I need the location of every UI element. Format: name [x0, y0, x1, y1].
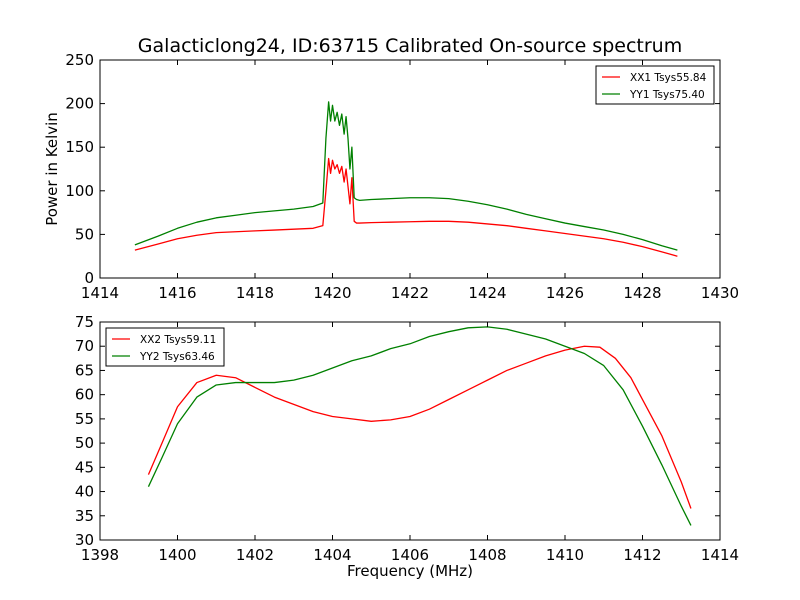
bottom-legend-box — [105, 327, 225, 367]
bottom-x-tick-label: 1402 — [236, 546, 274, 564]
bottom-x-tick-label: 1398 — [81, 546, 119, 564]
bottom-x-tick-label: 1410 — [546, 546, 584, 564]
top-x-tick-label: 1422 — [391, 284, 429, 302]
bottom-y-tick-label: 70 — [75, 337, 94, 355]
top-plot-axes: 1414 1416 1418 1420 1422 1424 1426 1428 1430 0 50 1… — [65, 51, 739, 302]
top-x-tick-label: 1428 — [623, 284, 661, 302]
top-legend: XX1 Tsys55.84 YY1 Tsys75.40 — [595, 65, 715, 105]
top-x-tick-label: 1418 — [236, 284, 274, 302]
top-legend-label-2: YY1 Tsys75.40 — [629, 89, 705, 101]
bottom-y-tick-label: 35 — [75, 507, 94, 525]
bottom-y-tick-label: 50 — [75, 434, 94, 452]
top-x-tick-label: 1420 — [313, 284, 351, 302]
top-y-tick-label: 200 — [65, 95, 94, 113]
bottom-y-tick-label: 30 — [75, 531, 94, 549]
top-y-axis-label: Power in Kelvin — [43, 112, 61, 226]
bottom-series-line-1 — [147, 345, 692, 509]
top-x-tick-label: 1430 — [701, 284, 739, 302]
bottom-legend-label-1: XX2 Tsys59.11 — [140, 334, 216, 346]
top-legend-box — [595, 65, 715, 105]
top-y-tick-label: 100 — [65, 182, 94, 200]
bottom-x-tick-label: 1406 — [391, 546, 429, 564]
top-x-tick-label: 1424 — [468, 284, 506, 302]
top-y-tick-label: 250 — [65, 51, 94, 69]
top-x-tick-label: 1414 — [81, 284, 119, 302]
bottom-series-line-2 — [147, 326, 692, 526]
bottom-y-tick-label: 65 — [75, 361, 94, 379]
top-y-tick-label: 50 — [75, 225, 94, 243]
top-x-tick-label: 1416 — [158, 284, 196, 302]
bottom-legend-label-2: YY2 Tsys63.46 — [139, 351, 215, 363]
bottom-y-tick-label: 60 — [75, 386, 94, 404]
bottom-legend: XX2 Tsys59.11 YY2 Tsys63.46 — [105, 327, 225, 367]
bottom-x-tick-label: 1408 — [468, 546, 506, 564]
top-y-tick-label: 0 — [84, 269, 94, 287]
bottom-x-axis-label: Frequency (MHz) — [347, 562, 473, 580]
bottom-x-tick-label: 1412 — [623, 546, 661, 564]
bottom-y-tick-label: 55 — [75, 410, 94, 428]
top-series-line-1 — [134, 157, 678, 257]
top-y-tick-label: 150 — [65, 138, 94, 156]
bottom-x-tick-label: 1404 — [313, 546, 351, 564]
bottom-x-tick-label: 1400 — [158, 546, 196, 564]
bottom-x-tick-label: 1414 — [701, 546, 739, 564]
top-series-line-2 — [134, 101, 678, 251]
bottom-y-tick-label: 40 — [75, 483, 94, 501]
chart-title: Galacticlong24, ID:63715 Calibrated On-s… — [138, 35, 682, 57]
top-legend-label-1: XX1 Tsys55.84 — [630, 72, 707, 84]
bottom-y-tick-label: 75 — [75, 313, 94, 331]
top-x-tick-label: 1426 — [546, 284, 584, 302]
bottom-plot-axes: 1398 1400 1402 1404 1406 1408 1410 1412 1414 30 35… — [75, 313, 739, 564]
bottom-y-tick-label: 45 — [75, 458, 94, 476]
